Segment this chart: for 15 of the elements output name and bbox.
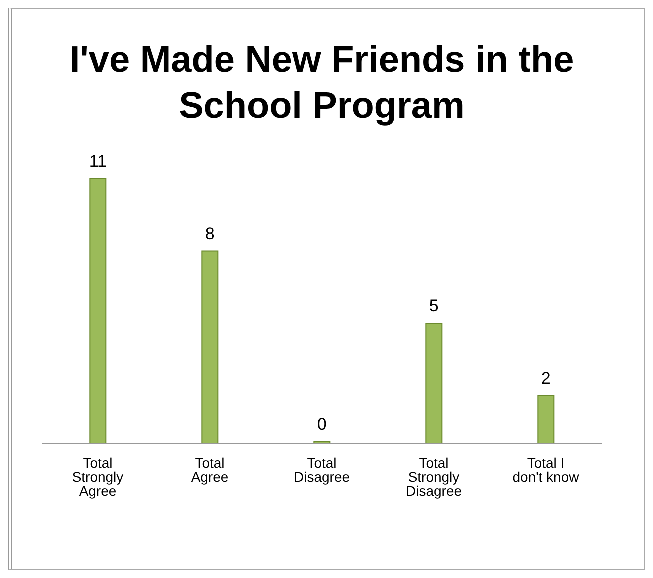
data-label: 2 (541, 368, 551, 388)
bar (538, 395, 555, 444)
bar (90, 178, 107, 444)
data-label: 8 (205, 224, 215, 244)
bar (426, 323, 443, 444)
data-label: 11 (89, 152, 107, 171)
x-tick-label: Total Strongly Disagree (406, 454, 462, 499)
data-label: 5 (429, 296, 439, 316)
chart-title: I've Made New Friends in the School Program (68, 38, 576, 128)
x-tick-label: Total Disagree (294, 454, 350, 485)
x-tick-label: Total Strongly Agree (72, 454, 124, 499)
x-tick-label: Total Agree (191, 454, 229, 485)
x-tick-label: Total I don't know (512, 454, 580, 485)
bar (202, 250, 219, 444)
data-label: 0 (317, 415, 327, 434)
